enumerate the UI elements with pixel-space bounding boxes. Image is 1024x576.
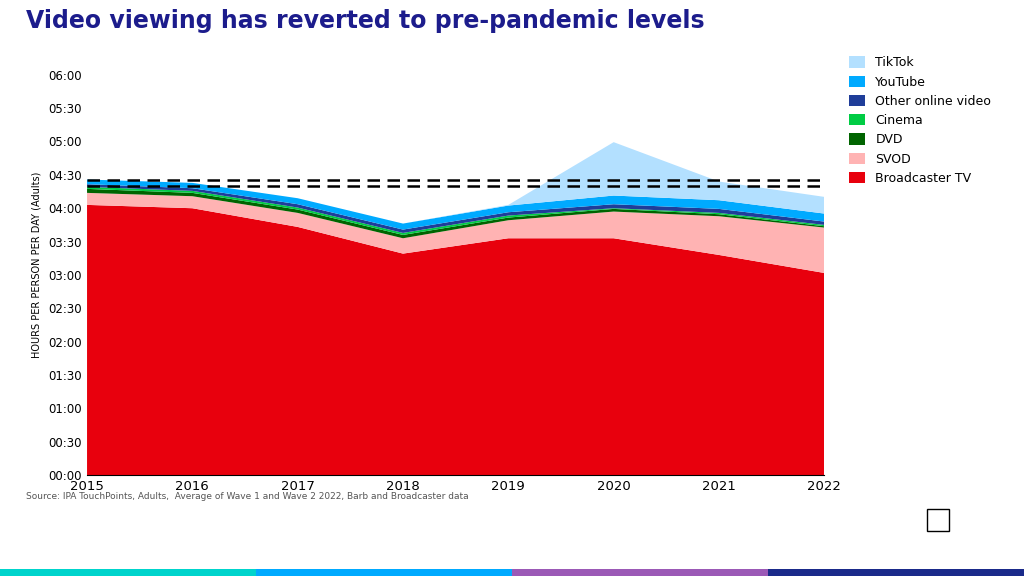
Text: Source: IPA TouchPoints, Adults,  Average of Wave 1 and Wave 2 2022, Barb and Br: Source: IPA TouchPoints, Adults, Average… xyxy=(26,492,468,502)
Bar xyxy=(768,566,1024,576)
Bar xyxy=(512,566,768,576)
Bar xyxy=(0,566,256,576)
Text: Video viewing has reverted to pre-pandemic levels: Video viewing has reverted to pre-pandem… xyxy=(26,9,705,33)
Y-axis label: HOURS PER PERSON PER DAY (Adults): HOURS PER PERSON PER DAY (Adults) xyxy=(32,172,42,358)
Bar xyxy=(256,566,512,576)
Legend: TikTok, YouTube, Other online video, Cinema, DVD, SVOD, Broadcaster TV: TikTok, YouTube, Other online video, Cin… xyxy=(846,52,995,188)
Text: thinkbox: thinkbox xyxy=(834,529,938,550)
FancyBboxPatch shape xyxy=(927,510,949,530)
